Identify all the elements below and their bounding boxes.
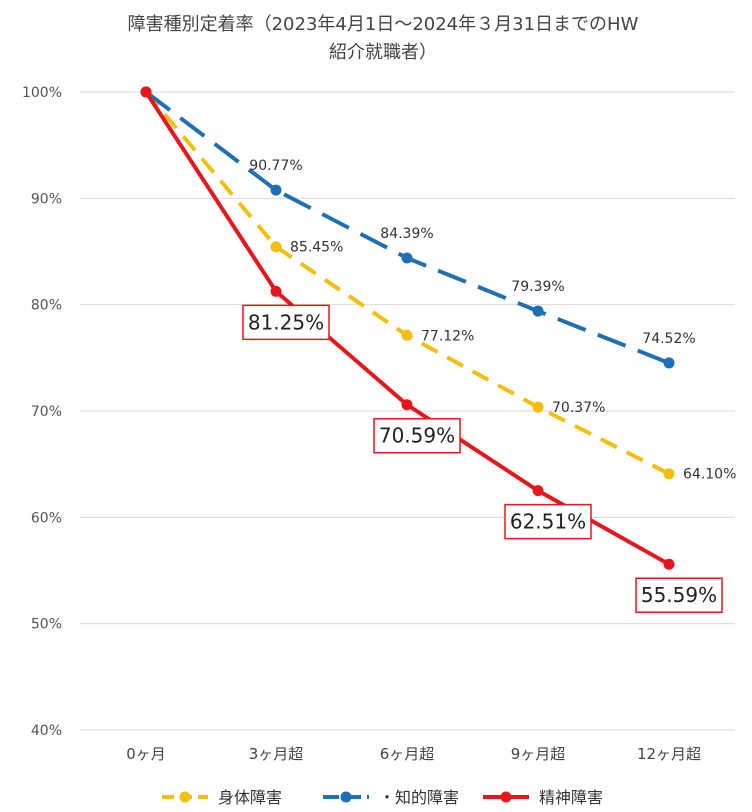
legend-label: 精神障害	[539, 788, 603, 807]
series-lines	[140, 86, 675, 570]
data-label-box	[504, 503, 592, 540]
data-label: 90.77%	[249, 158, 302, 174]
data-label: 64.10%	[683, 467, 736, 483]
x-tick-label: 3ヶ月超	[249, 745, 304, 763]
legend-swatch-marker	[340, 791, 352, 803]
x-tick-label: 9ヶ月超	[511, 745, 566, 763]
x-tick-label: 0ヶ月	[126, 745, 166, 763]
data-point	[401, 399, 413, 411]
x-tick-label: 6ヶ月超	[380, 745, 435, 763]
y-tick-label: 70%	[31, 404, 62, 420]
chart-title-line-1: 障害種別定着率（2023年4月1日～2024年３月31日までのHW	[128, 14, 639, 35]
legend: 身体障害 ・知的障害 精神障害	[162, 788, 603, 807]
legend-label: 身体障害	[218, 788, 282, 807]
data-point	[270, 285, 282, 297]
data-point	[532, 401, 544, 413]
legend-swatch-marker	[500, 791, 512, 803]
data-label: 55.59%	[641, 583, 717, 607]
data-label: 81.25%	[248, 310, 324, 334]
y-tick-label: 90%	[31, 191, 62, 207]
data-point	[401, 329, 413, 341]
legend-label: ・知的障害	[379, 788, 459, 807]
data-labels: 85.45% 77.12% 70.37% 64.10% 90.77% 84.39% 79.3…	[242, 158, 736, 613]
data-point	[270, 184, 282, 196]
chart-title-line-2: 紹介就職者）	[329, 42, 437, 63]
data-point	[532, 305, 544, 317]
data-label: 84.39%	[380, 226, 433, 242]
data-point	[663, 468, 675, 480]
data-label: 62.51%	[510, 510, 586, 534]
data-point	[140, 86, 152, 98]
data-label: 70.59%	[379, 424, 455, 448]
data-point	[663, 357, 675, 369]
data-label-box	[373, 417, 461, 454]
data-label: 77.12%	[421, 328, 474, 344]
data-point	[401, 252, 413, 264]
x-tick-label: 12ヶ月超	[637, 745, 701, 763]
data-label-box	[635, 577, 723, 613]
data-label: 74.52%	[642, 331, 695, 347]
y-tick-label: 60%	[31, 510, 62, 526]
data-point	[663, 558, 675, 570]
y-tick-label: 50%	[31, 617, 62, 633]
data-label: 70.37%	[552, 400, 605, 416]
y-tick-label: 100%	[22, 85, 62, 101]
y-tick-label: 40%	[31, 723, 62, 739]
data-point	[532, 485, 544, 497]
legend-swatch-marker	[179, 791, 191, 803]
data-point	[270, 241, 282, 253]
data-label: 85.45%	[290, 240, 343, 256]
y-tick-label: 80%	[31, 298, 62, 314]
y-axis-ticks: 100% 90% 80% 70% 60% 50% 40%	[22, 85, 62, 739]
x-axis-ticks: 0ヶ月 3ヶ月超 6ヶ月超 9ヶ月超 12ヶ月超	[126, 745, 701, 763]
gridlines	[80, 91, 735, 731]
data-label: 79.39%	[511, 279, 564, 295]
series-line-2	[144, 90, 670, 566]
data-label-box	[242, 304, 330, 341]
